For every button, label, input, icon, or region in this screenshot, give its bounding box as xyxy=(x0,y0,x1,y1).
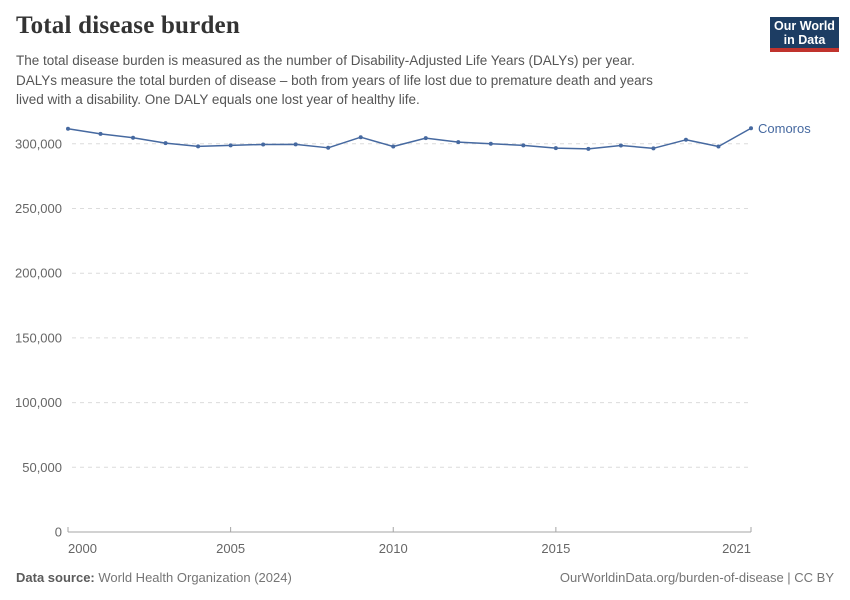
data-point xyxy=(131,135,136,140)
data-source-value: World Health Organization (2024) xyxy=(94,570,292,585)
data-point xyxy=(586,146,591,151)
data-point xyxy=(293,142,298,147)
x-axis-tick-label: 2000 xyxy=(68,541,97,556)
data-point xyxy=(716,144,721,149)
chart-title: Total disease burden xyxy=(16,12,240,39)
chart-subtitle: The total disease burden is measured as … xyxy=(16,51,653,110)
subtitle-line-3: lived with a disability. One DALY equals… xyxy=(16,92,420,107)
data-point xyxy=(261,142,266,147)
x-axis-tick-label: 2005 xyxy=(216,541,245,556)
data-point xyxy=(196,144,201,149)
chart-footer: Data source: World Health Organization (… xyxy=(16,570,834,585)
data-point xyxy=(163,141,168,146)
subtitle-line-1: The total disease burden is measured as … xyxy=(16,53,635,68)
data-point xyxy=(423,136,428,141)
data-source-label: Data source: xyxy=(16,570,95,585)
data-point xyxy=(358,135,363,140)
owid-logo-line-2: in Data xyxy=(783,33,826,47)
subtitle-line-2: DALYs measure the total burden of diseas… xyxy=(16,72,653,88)
series-label-comoros[interactable]: Comoros xyxy=(758,121,811,136)
owid-logo-line-1: Our World xyxy=(774,19,835,33)
data-point xyxy=(488,141,493,146)
y-axis-tick-label: 300,000 xyxy=(15,136,62,151)
data-point xyxy=(391,144,396,149)
data-point xyxy=(618,143,623,148)
data-line-comoros[interactable] xyxy=(67,127,752,150)
x-axis-tick-label: 2021 xyxy=(722,541,751,556)
data-point xyxy=(326,145,331,150)
data-point xyxy=(456,140,461,145)
data-point xyxy=(66,126,70,131)
data-point xyxy=(228,143,233,148)
y-axis-tick-label: 200,000 xyxy=(15,266,62,281)
data-point xyxy=(749,126,753,131)
x-axis-tick-label: 2010 xyxy=(379,541,408,556)
data-source: Data source: World Health Organization (… xyxy=(16,570,292,585)
data-point xyxy=(521,143,526,148)
x-axis-tick-label: 2015 xyxy=(541,541,570,556)
data-point xyxy=(683,137,688,142)
owid-logo[interactable]: Our World in Data xyxy=(770,17,839,52)
y-axis-tick-label: 150,000 xyxy=(15,330,62,345)
data-point xyxy=(553,146,558,151)
credit-line: OurWorldinData.org/burden-of-disease | C… xyxy=(559,570,834,585)
y-axis-tick-label: 100,000 xyxy=(15,395,62,410)
data-point xyxy=(651,146,656,151)
data-point xyxy=(98,131,103,136)
y-axis-tick-label: 250,000 xyxy=(15,201,62,216)
y-axis-tick-label: 0 xyxy=(55,525,62,540)
y-axis-tick-label: 50,000 xyxy=(22,460,62,475)
